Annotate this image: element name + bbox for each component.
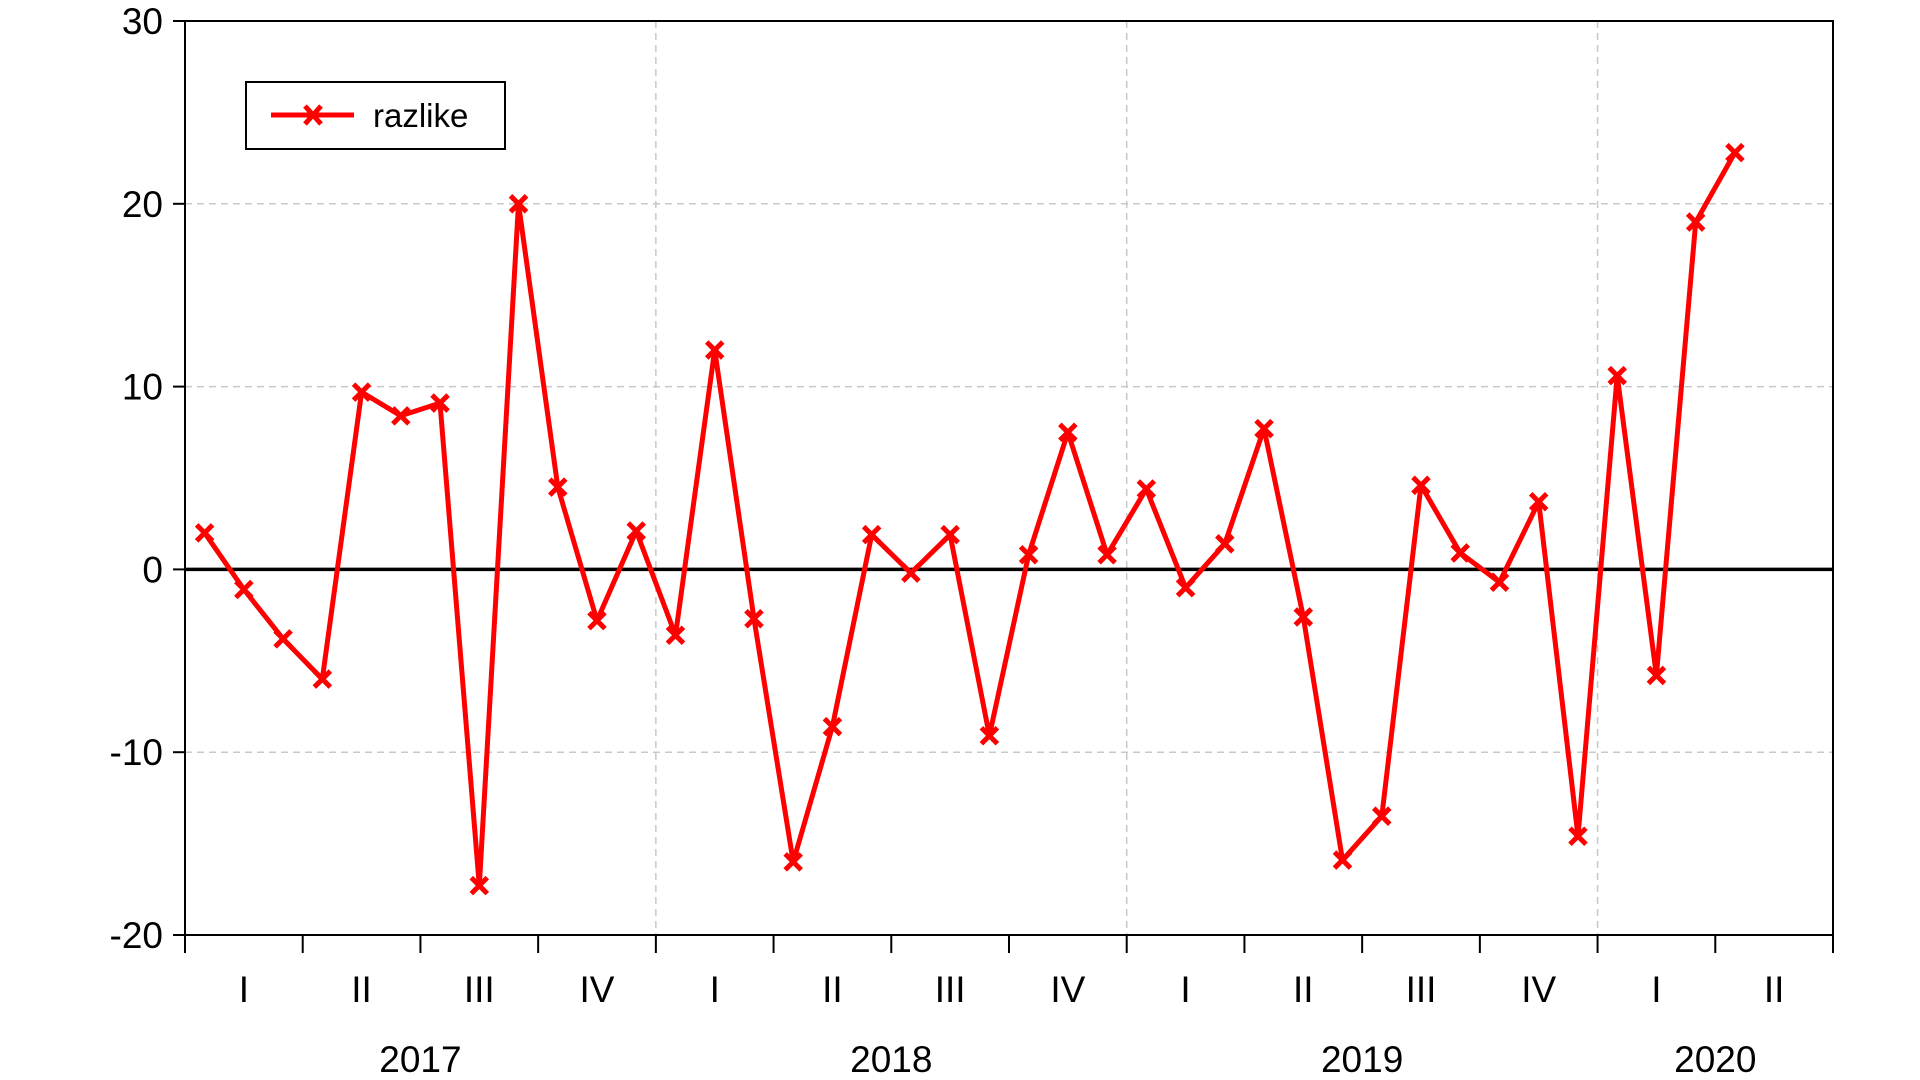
y-axis: -20 -10 0 10 20 30	[110, 1, 185, 956]
data-point-marker	[1058, 422, 1078, 443]
data-point-marker	[665, 625, 686, 645]
data-point-marker	[1528, 491, 1549, 512]
series-line	[202, 151, 1738, 889]
legend: razlike	[245, 81, 506, 150]
data-point-marker	[783, 852, 803, 872]
y-tick-label: -10	[110, 732, 163, 773]
data-point-marker	[1489, 572, 1510, 592]
x-quarter-label: I	[1180, 969, 1190, 1010]
x-quarter-label: III	[1406, 969, 1437, 1010]
x-year-label: 2017	[379, 1039, 461, 1080]
data-point-marker	[194, 523, 215, 543]
data-point-marker	[1293, 607, 1314, 627]
data-point-marker	[430, 393, 450, 413]
x-quarter-label: II	[351, 969, 372, 1010]
x-quarter-label: II	[822, 969, 843, 1010]
data-point-marker	[1685, 212, 1706, 232]
data-point-marker	[1568, 826, 1588, 847]
data-point-marker	[1175, 577, 1196, 598]
data-point-marker	[391, 406, 411, 426]
y-tick-label: 20	[122, 184, 163, 225]
y-tick-label: 10	[122, 367, 163, 408]
data-point-marker	[1607, 365, 1627, 386]
legend-marker-x	[303, 104, 323, 126]
x-quarter-label: I	[239, 969, 249, 1010]
data-point-marker	[1450, 543, 1471, 563]
data-point-marker	[940, 524, 960, 545]
data-point-marker	[744, 608, 764, 629]
data-point-marker	[547, 477, 568, 497]
data-point-marker	[469, 875, 490, 896]
data-point-marker	[1411, 475, 1431, 496]
data-point-marker	[1097, 545, 1117, 565]
x-quarter-label: I	[710, 969, 720, 1010]
data-point-marker	[1725, 142, 1745, 163]
data-point-marker	[901, 563, 921, 583]
data-point-marker	[234, 579, 254, 600]
data-point-marker	[351, 382, 372, 402]
data-point-marker	[587, 610, 607, 631]
data-point-marker	[704, 340, 725, 360]
data-point-marker	[1215, 534, 1235, 554]
x-quarter-label: III	[935, 969, 966, 1010]
data-point-marker	[979, 725, 1000, 746]
y-tick-label: -20	[110, 915, 163, 956]
x-quarter-label: III	[464, 969, 495, 1010]
data-point-marker	[1136, 479, 1157, 499]
data-point-marker	[273, 629, 293, 649]
y-tick-label: 30	[122, 1, 163, 42]
series-razlike	[194, 142, 1745, 896]
x-quarter-label: II	[1764, 969, 1785, 1010]
data-point-marker	[1018, 545, 1039, 565]
x-quarter-label: IV	[1521, 969, 1556, 1010]
data-point-marker	[1646, 665, 1667, 686]
data-point-marker	[822, 716, 843, 737]
x-quarter-label: I	[1651, 969, 1661, 1010]
grid-lines	[185, 21, 1833, 935]
data-point-marker	[861, 524, 882, 545]
x-quarter-label: II	[1293, 969, 1314, 1010]
data-point-marker	[1254, 418, 1274, 439]
legend-label: razlike	[373, 97, 468, 134]
x-year-label: 2019	[1321, 1039, 1403, 1080]
data-point-marker	[626, 521, 647, 541]
x-year-label: 2020	[1674, 1039, 1756, 1080]
x-quarter-label: IV	[580, 969, 615, 1010]
data-point-marker	[1332, 850, 1353, 870]
data-point-marker	[508, 194, 529, 214]
y-tick-label: 0	[142, 549, 163, 590]
plot-frame	[184, 20, 1834, 936]
data-point-marker	[312, 669, 333, 689]
data-point-marker	[1371, 806, 1392, 826]
x-year-label: 2018	[850, 1039, 932, 1080]
x-quarter-label: IV	[1050, 969, 1085, 1010]
